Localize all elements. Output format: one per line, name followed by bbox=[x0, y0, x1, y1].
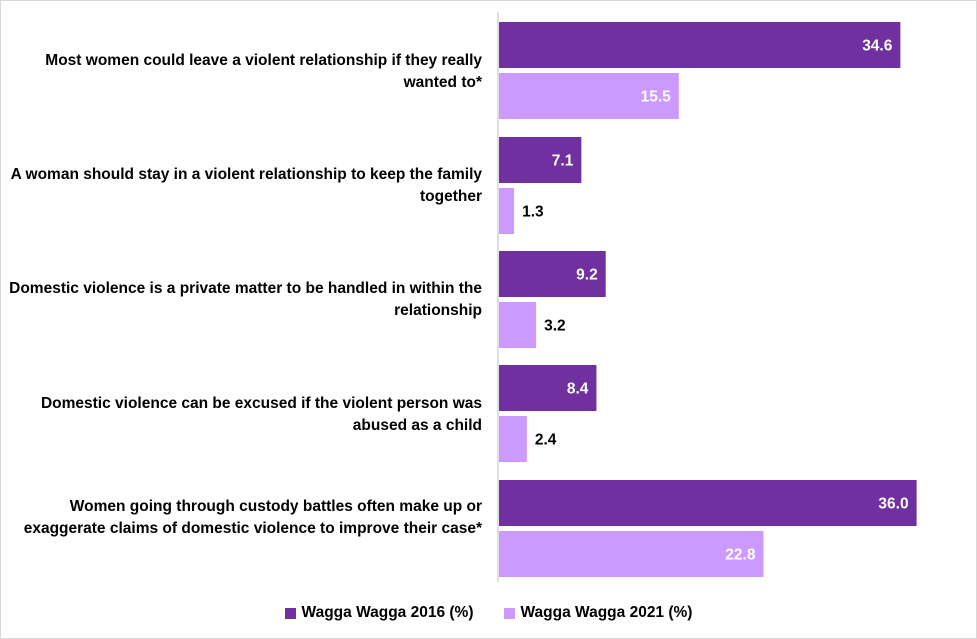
data-label-2021-3: 2.4 bbox=[535, 432, 557, 449]
bar-2016-2 bbox=[499, 251, 606, 297]
bar-2021-0 bbox=[499, 73, 679, 119]
bar-2016-4 bbox=[499, 480, 917, 526]
bar-2016-1 bbox=[499, 137, 582, 183]
legend-label-2021: Wagga Wagga 2021 (%) bbox=[520, 604, 693, 621]
data-label-2016-4: 36.0 bbox=[878, 496, 908, 513]
legend-item-2021: Wagga Wagga 2021 (%) bbox=[503, 604, 693, 622]
legend-swatch-2021 bbox=[503, 607, 515, 619]
legend-label-2016: Wagga Wagga 2016 (%) bbox=[301, 604, 474, 621]
data-label-2016-0: 34.6 bbox=[862, 38, 893, 55]
category-label-3: Domestic violence can be excused if the … bbox=[40, 395, 482, 434]
bar-2016-3 bbox=[499, 365, 597, 411]
category-label-2: Domestic violence is a private matter to… bbox=[9, 280, 482, 319]
category-label-0: Most women could leave a violent relatio… bbox=[45, 52, 482, 91]
data-label-2016-1: 7.1 bbox=[552, 153, 574, 170]
category-label-4: Women going through custody battles ofte… bbox=[23, 498, 482, 537]
legend: Wagga Wagga 2016 (%) Wagga Wagga 2021 (%… bbox=[0, 604, 977, 622]
data-label-2021-1: 1.3 bbox=[522, 204, 544, 221]
bar-2021-3 bbox=[499, 416, 527, 462]
bar-2021-2 bbox=[499, 302, 537, 348]
data-label-2016-2: 9.2 bbox=[576, 267, 598, 284]
legend-swatch-2016 bbox=[284, 607, 296, 619]
legend-item-2016: Wagga Wagga 2016 (%) bbox=[284, 604, 474, 622]
data-label-2021-2: 3.2 bbox=[544, 318, 566, 335]
data-label-2021-0: 15.5 bbox=[641, 89, 672, 106]
category-label-1: A woman should stay in a violent relatio… bbox=[10, 166, 482, 205]
bar-2016-0 bbox=[499, 22, 901, 68]
bar-2021-1 bbox=[499, 188, 515, 234]
data-label-2021-4: 22.8 bbox=[725, 547, 756, 564]
data-label-2016-3: 8.4 bbox=[567, 381, 589, 398]
bar-2021-4 bbox=[499, 531, 764, 577]
